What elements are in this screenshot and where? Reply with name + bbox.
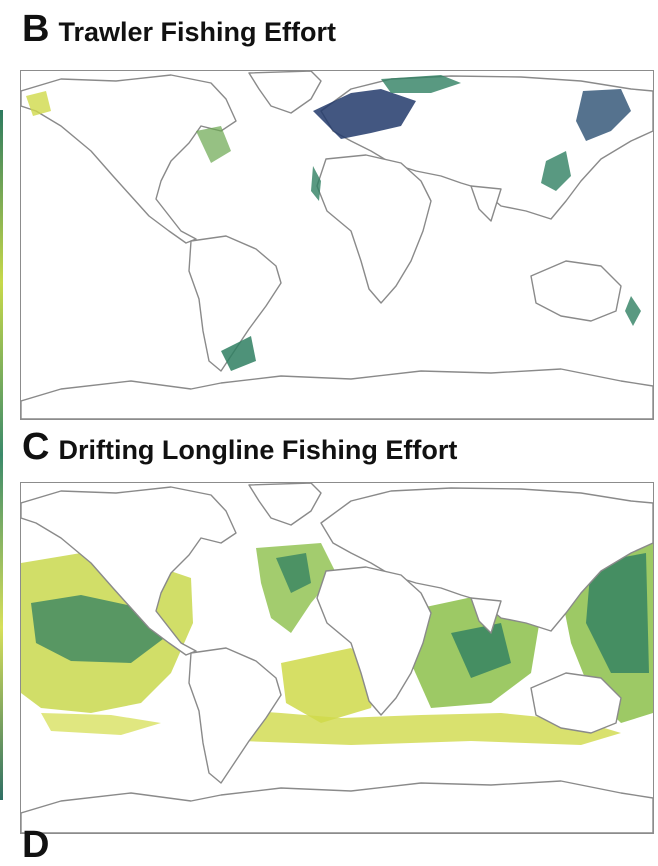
trawler-effort-layer <box>26 75 641 371</box>
longline-map-svg <box>21 483 653 833</box>
antarctica-land <box>21 780 653 833</box>
antarctica-land <box>21 368 653 419</box>
adjacent-panel-edge <box>0 110 3 800</box>
effort-north-american-shelf <box>196 126 231 163</box>
effort-alaska <box>26 91 51 116</box>
effort-east-china-sea <box>541 151 571 191</box>
effort-north-atlantic-europe <box>313 89 416 139</box>
africa-land <box>316 154 432 304</box>
effort-patagonia-shelf <box>221 336 256 371</box>
north-america-land <box>21 74 237 244</box>
panel-letter-d: D <box>22 824 50 866</box>
longline-effort-layer <box>21 523 653 745</box>
australia-land <box>530 260 622 322</box>
effort-south-atlantic <box>281 648 381 723</box>
longline-panel: C Drifting Longline Fishing Effort <box>0 420 658 838</box>
longline-panel-header: C Drifting Longline Fishing Effort <box>22 426 457 469</box>
effort-new-zealand <box>625 296 641 326</box>
effort-north-atlantic-core <box>276 553 311 593</box>
trawler-panel-header: B Trawler Fishing Effort <box>22 8 336 51</box>
panel-letter-b: B <box>22 8 49 50</box>
india-land <box>470 597 502 634</box>
effort-north-west-pacific <box>576 89 631 141</box>
effort-barents-sea <box>381 75 461 93</box>
longline-panel-title: Drifting Longline Fishing Effort <box>58 435 458 465</box>
trawler-panel: B Trawler Fishing Effort <box>0 0 658 420</box>
trawler-map <box>20 70 654 420</box>
effort-western-pacific-core <box>586 553 649 673</box>
effort-southern-band <box>201 708 621 745</box>
longline-map <box>20 482 654 834</box>
south-america-land <box>188 647 282 784</box>
africa-land <box>316 566 432 716</box>
effort-west-africa <box>311 166 321 201</box>
trawler-panel-title: Trawler Fishing Effort <box>58 17 336 47</box>
effort-indian-ocean-core <box>451 623 511 678</box>
north-america-land <box>21 486 237 656</box>
effort-south-pacific <box>41 713 161 735</box>
india-land <box>470 185 502 222</box>
australia-land <box>530 672 622 734</box>
greenland-land <box>248 71 322 114</box>
greenland-land <box>248 483 322 526</box>
panel-letter-c: C <box>22 426 49 468</box>
trawler-map-svg <box>21 71 653 419</box>
